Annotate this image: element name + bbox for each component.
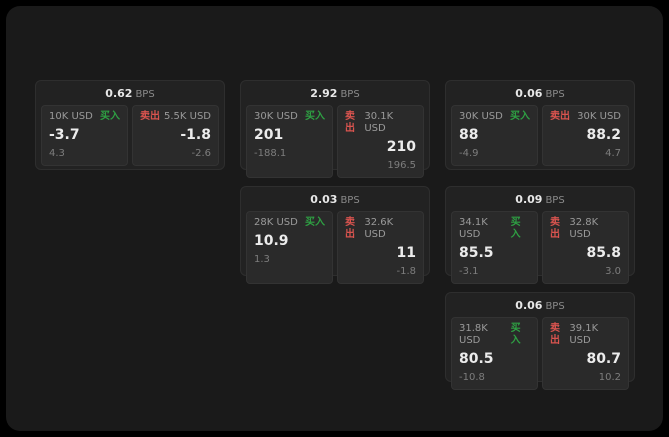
sell-label: 卖出	[550, 217, 560, 240]
sell-price: 210	[386, 139, 416, 155]
buy-panel[interactable]: 30K USD 买入 88 -4.9	[451, 105, 538, 166]
card-header: 0.03 BPS	[241, 187, 429, 211]
buy-panel[interactable]: 30K USD 买入 201 -188.1	[246, 105, 333, 178]
buy-size: 28K USD	[254, 217, 298, 228]
buy-price: 10.9	[254, 233, 289, 249]
buy-price: 80.5	[459, 351, 494, 367]
quote-panels: 28K USD 买入 10.9 1.3 卖出 32.6K USD 11 -1.8	[241, 211, 429, 289]
bps-unit: BPS	[545, 89, 565, 100]
sell-panel[interactable]: 卖出 30K USD 88.2 4.7	[542, 105, 629, 166]
buy-panel[interactable]: 34.1K USD 买入 85.5 -3.1	[451, 211, 538, 284]
buy-label: 买入	[510, 217, 521, 240]
sell-size: 30.1K USD	[364, 111, 394, 134]
sell-label: 卖出	[140, 111, 160, 122]
quote-card: 0.03 BPS 28K USD 买入 10.9 1.3 卖出 32.6K USD	[240, 186, 430, 284]
sell-price: -1.8	[180, 127, 211, 143]
buy-sub-value: 4.3	[49, 148, 65, 159]
sell-size: 32.6K USD	[364, 217, 394, 240]
buy-sub-value: -4.9	[459, 148, 479, 159]
quote-panels: 31.8K USD 买入 80.5 -10.8 卖出 39.1K USD 80.…	[446, 317, 634, 395]
bps-unit: BPS	[545, 301, 565, 312]
buy-label: 买入	[510, 111, 530, 122]
sell-label: 卖出	[550, 323, 560, 346]
quote-panels: 30K USD 买入 201 -188.1 卖出 30.1K USD 210 1…	[241, 105, 429, 183]
sell-sub-value: 10.2	[598, 372, 621, 383]
bps-value: 0.62	[105, 87, 133, 100]
card-header: 0.09 BPS	[446, 187, 634, 211]
buy-sub-value: -10.8	[459, 372, 485, 383]
quote-panels: 10K USD 买入 -3.7 4.3 卖出 5.5K USD -1.8 -2.…	[36, 105, 224, 171]
sell-size: 30K USD	[577, 111, 621, 122]
sell-sub-value: -2.6	[191, 148, 211, 159]
bps-value: 0.09	[515, 193, 543, 206]
quote-card: 2.92 BPS 30K USD 买入 201 -188.1 卖出 30.1K U…	[240, 80, 430, 178]
card-header: 0.06 BPS	[446, 81, 634, 105]
quote-panels: 34.1K USD 买入 85.5 -3.1 卖出 32.8K USD 85.8…	[446, 211, 634, 289]
sell-panel[interactable]: 卖出 32.8K USD 85.8 3.0	[542, 211, 629, 284]
buy-sub-value: 1.3	[254, 254, 270, 265]
buy-label: 买入	[305, 217, 325, 228]
buy-label: 买入	[305, 111, 325, 122]
card-header: 0.62 BPS	[36, 81, 224, 105]
buy-size: 31.8K USD	[459, 323, 488, 346]
buy-panel[interactable]: 28K USD 买入 10.9 1.3	[246, 211, 333, 284]
buy-size: 30K USD	[459, 111, 503, 122]
bps-unit: BPS	[340, 89, 360, 100]
bps-value: 0.03	[310, 193, 338, 206]
buy-label: 买入	[100, 111, 120, 122]
buy-label: 买入	[510, 323, 521, 346]
sell-panel[interactable]: 卖出 32.6K USD 11 -1.8	[337, 211, 424, 284]
sell-sub-value: -1.8	[396, 266, 416, 277]
sell-price: 80.7	[586, 351, 621, 367]
buy-panel[interactable]: 31.8K USD 买入 80.5 -10.8	[451, 317, 538, 390]
sell-size: 5.5K USD	[163, 111, 211, 122]
quote-card: 0.62 BPS 10K USD 买入 -3.7 4.3 卖出 5.5K USD	[35, 80, 225, 170]
bps-unit: BPS	[135, 89, 155, 100]
buy-size: 30K USD	[254, 111, 298, 122]
bps-unit: BPS	[545, 195, 565, 206]
bps-value: 0.06	[515, 87, 543, 100]
buy-price: -3.7	[49, 127, 80, 143]
sell-price: 85.8	[586, 245, 621, 261]
buy-panel[interactable]: 10K USD 买入 -3.7 4.3	[41, 105, 128, 166]
sell-panel[interactable]: 卖出 30.1K USD 210 196.5	[337, 105, 424, 178]
sell-size: 32.8K USD	[569, 217, 599, 240]
card-header: 2.92 BPS	[241, 81, 429, 105]
buy-price: 201	[254, 127, 284, 143]
bps-unit: BPS	[340, 195, 360, 206]
sell-price: 88.2	[586, 127, 621, 143]
bps-value: 0.06	[515, 299, 543, 312]
quote-grid: 0.62 BPS 10K USD 买入 -3.7 4.3 卖出 5.5K USD	[35, 80, 635, 390]
sell-sub-value: 4.7	[605, 148, 621, 159]
sell-panel[interactable]: 卖出 39.1K USD 80.7 10.2	[542, 317, 629, 390]
buy-price: 88	[459, 127, 479, 143]
sell-panel[interactable]: 卖出 5.5K USD -1.8 -2.6	[132, 105, 219, 166]
sell-size: 39.1K USD	[569, 323, 599, 346]
buy-size: 34.1K USD	[459, 217, 488, 240]
buy-sub-value: -3.1	[459, 266, 479, 277]
sell-sub-value: 196.5	[387, 160, 416, 171]
quote-card: 0.06 BPS 31.8K USD 买入 80.5 -10.8 卖出 39.1K…	[445, 292, 635, 390]
sell-label: 卖出	[550, 111, 570, 122]
quote-card: 0.09 BPS 34.1K USD 买入 85.5 -3.1 卖出 32.8K …	[445, 186, 635, 284]
quote-panels: 30K USD 买入 88 -4.9 卖出 30K USD 88.2 4.7	[446, 105, 634, 171]
bps-value: 2.92	[310, 87, 338, 100]
buy-price: 85.5	[459, 245, 494, 261]
card-header: 0.06 BPS	[446, 293, 634, 317]
sell-label: 卖出	[345, 217, 355, 240]
quote-card: 0.06 BPS 30K USD 买入 88 -4.9 卖出 30K USD	[445, 80, 635, 170]
app-window: 0.62 BPS 10K USD 买入 -3.7 4.3 卖出 5.5K USD	[6, 6, 663, 431]
buy-size: 10K USD	[49, 111, 93, 122]
sell-price: 11	[396, 245, 416, 261]
buy-sub-value: -188.1	[254, 148, 287, 159]
sell-sub-value: 3.0	[605, 266, 621, 277]
sell-label: 卖出	[345, 111, 355, 134]
